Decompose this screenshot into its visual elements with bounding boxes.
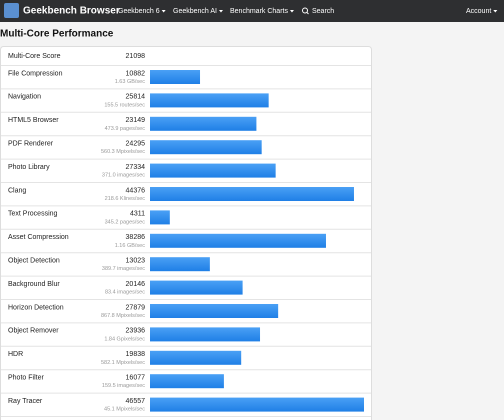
score-bar [150,327,261,342]
score: 23936 [126,328,146,335]
navbar [0,0,504,22]
nav-item[interactable]: Search [312,8,334,15]
score: 4311 [130,211,145,218]
detail: 1.16 GB/sec [115,243,146,249]
score: 44376 [126,187,146,194]
score-bar [150,350,242,365]
search-icon [302,7,308,14]
detail: 345.2 pages/sec [105,219,146,225]
row-label: File Compression [8,70,63,77]
detail: 389.7 images/sec [102,266,145,272]
row-label: Ray Tracer [8,398,43,405]
nav-item[interactable]: Geekbench AI [173,8,217,15]
score-bar [150,233,326,248]
row-label: Multi-Core Score [8,53,61,60]
detail: 1.84 Gpixels/sec [104,336,145,342]
row-label: Background Blur [8,281,60,288]
score: 38286 [126,234,146,241]
row-label: Object Remover [8,328,59,335]
score: 19838 [126,351,146,358]
score: 23149 [126,117,146,124]
nav-item[interactable]: Benchmark Charts [230,8,288,15]
logo[interactable] [4,3,19,18]
score: 20146 [126,281,146,288]
detail: 473.9 pages/sec [105,126,146,132]
score-bar [150,374,224,389]
row-label: HTML5 Browser [8,117,59,124]
score: 46557 [126,398,146,405]
detail: 1.63 GB/sec [115,79,146,85]
score: 27879 [126,304,146,311]
detail: 159.5 images/sec [102,383,145,389]
detail: 83.4 images/sec [105,290,145,296]
score: 21098 [126,53,146,60]
caret [218,10,223,13]
score: 24295 [126,141,146,148]
score-bar [150,70,201,84]
row-label: Photo Filter [8,375,44,382]
heading: Multi-Core Performance [0,29,114,40]
row-label: HDR [8,351,23,358]
row-label: Text Processing [8,211,58,218]
score: 13023 [126,258,146,265]
score-bar [150,397,364,412]
row-label: Clang [8,187,26,194]
caret [493,10,498,13]
detail: 560.3 Mpixels/sec [101,149,145,155]
detail: 371.0 images/sec [102,173,145,179]
nav-account[interactable]: Account [466,8,491,15]
score: 10882 [126,70,146,77]
search-icon [306,11,309,15]
detail: 582.1 Mpixels/sec [101,360,145,366]
caret [161,10,166,13]
detail: 218.6 Klines/sec [105,196,146,202]
detail: 155.5 routes/sec [104,102,145,108]
caret [289,10,294,13]
row-label: Asset Compression [8,234,69,241]
score: 25814 [126,94,146,101]
score-bar [150,93,269,108]
score: 27334 [126,164,146,171]
row-label: Horizon Detection [8,304,64,311]
nav-item[interactable]: Geekbench 6 [118,8,160,15]
detail: 867.8 Mpixels/sec [101,313,145,319]
card [0,46,372,420]
score-bar [150,116,257,131]
score-bar [150,187,354,201]
detail: 45.1 Mpixels/sec [104,407,145,413]
row-label: Object Detection [8,258,60,265]
score-bar [150,280,243,295]
score-bar [150,210,170,225]
score-bar [150,140,262,155]
score-bar [150,163,276,178]
row-label: Navigation [8,94,41,101]
brand[interactable]: Geekbench Browser [23,6,120,17]
score: 16077 [126,375,146,382]
row-label: Photo Library [8,164,50,171]
score-bar [150,257,210,272]
row-label: PDF Renderer [8,141,54,148]
score-bar [150,304,279,318]
